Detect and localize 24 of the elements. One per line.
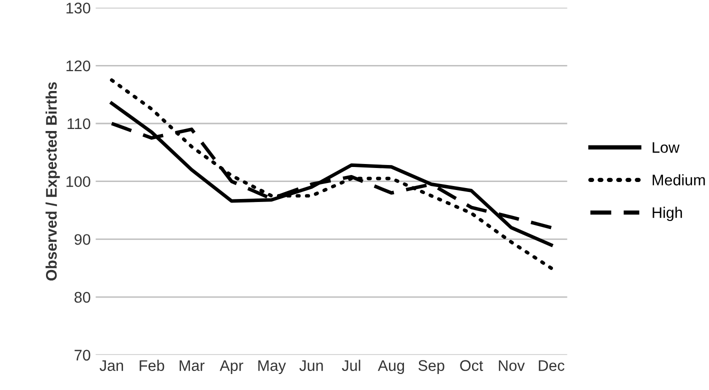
x-tick-label: Aug (378, 360, 404, 374)
y-tick-label: 80 (74, 292, 90, 303)
x-tick-label: Sep (418, 360, 444, 374)
legend-label: Medium (652, 174, 705, 186)
y-tick-label: 130 (66, 2, 90, 14)
line-series (110, 78, 553, 270)
y-tick-label: 120 (66, 60, 90, 72)
x-tick-label: Dec (538, 360, 564, 371)
y-tick-label: 90 (74, 234, 90, 245)
x-tick-label: Apr (220, 360, 244, 374)
x-tick-label: Mar (180, 360, 205, 371)
y-tick-label: 100 (66, 176, 90, 188)
x-tick-label: Jun (299, 360, 323, 371)
x-tick-label: Feb (140, 360, 164, 371)
x-tick-label: Nov (498, 360, 525, 371)
x-tick-label: May (258, 360, 286, 374)
x-tick-label: Oct (460, 360, 484, 371)
y-tick-label: 110 (68, 118, 90, 130)
x-tick-label: Jul (342, 360, 360, 371)
legend-label: Low (652, 142, 680, 153)
legend-label: High (652, 206, 682, 222)
x-tick-label: Jan (100, 360, 124, 371)
y-axis-title: Observed / Expected Births (46, 82, 60, 280)
y-tick-label: 70 (74, 350, 90, 361)
